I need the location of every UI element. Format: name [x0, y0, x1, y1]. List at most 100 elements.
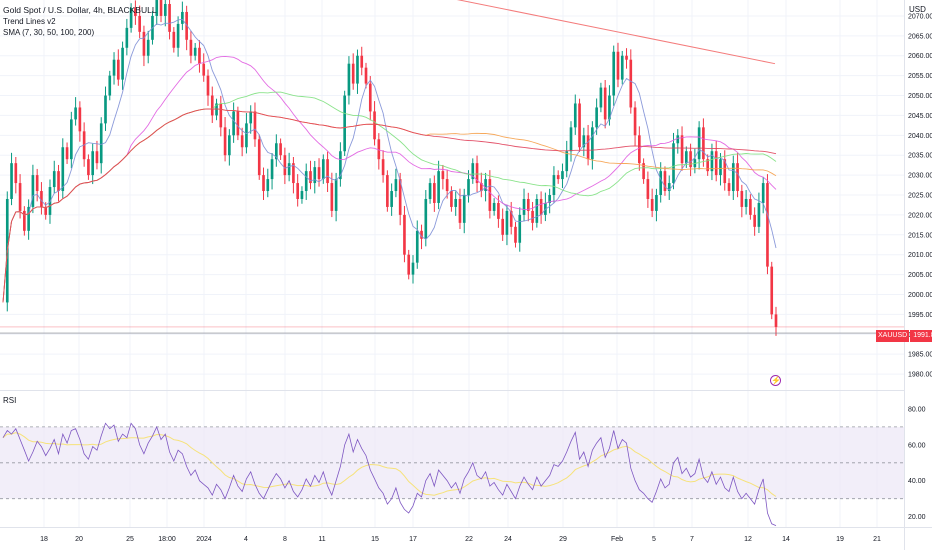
candle-body: [70, 119, 73, 160]
candle-body: [697, 127, 701, 160]
y-tick-label: 2025.00: [908, 193, 932, 200]
candle-body: [740, 191, 744, 207]
candle-body: [582, 135, 586, 148]
candle-body: [283, 155, 287, 176]
symbol-title[interactable]: Gold Spot / U.S. Dollar, 4h, BLACKBULL: [3, 5, 157, 15]
candle-body: [317, 167, 321, 180]
y-tick-label: 2070.00: [908, 13, 932, 20]
candle-body: [531, 210, 534, 223]
candle-body: [35, 175, 39, 192]
candle-body: [129, 7, 133, 28]
candle-body: [467, 179, 470, 195]
candle-body: [766, 183, 769, 267]
candle-body: [616, 51, 620, 80]
y-tick-label: 1985.00: [908, 352, 932, 359]
candle-body: [441, 171, 445, 180]
candle-body: [360, 55, 364, 68]
candle-body: [61, 147, 65, 192]
rsi-line: [2, 422, 777, 526]
candle-body: [629, 59, 633, 108]
candle-body: [736, 163, 739, 192]
candle-body: [31, 175, 35, 207]
candle-body: [403, 214, 406, 255]
price-tag: XAUUSD 1991.85: [876, 330, 932, 342]
y-tick-label: 1980.00: [908, 372, 932, 379]
rsi-label[interactable]: RSI: [3, 396, 17, 405]
candle-body: [394, 179, 398, 192]
y-tick-label: 2040.00: [908, 133, 932, 140]
candle-body: [428, 183, 432, 199]
y-tick-label: 2000.00: [908, 292, 932, 299]
indicator-trend-lines[interactable]: Trend Lines v2: [3, 17, 56, 26]
candle-body: [99, 123, 103, 164]
candle-body: [620, 55, 624, 80]
candle-body: [116, 59, 120, 80]
x-tick-label: Feb: [611, 536, 623, 543]
sma-7-line: [2, 18, 777, 303]
candle-body: [377, 139, 381, 160]
candle-body: [535, 198, 539, 223]
candle-body: [433, 183, 436, 203]
candle-body: [18, 183, 22, 211]
candle-body: [134, 7, 137, 16]
sma-50-line: [2, 91, 777, 303]
candle-body: [415, 230, 419, 263]
candle-body: [159, 0, 163, 16]
y-tick-label: 2065.00: [908, 33, 932, 40]
candle-body: [646, 179, 650, 199]
candle-body: [343, 95, 346, 152]
candle-body: [121, 47, 124, 80]
candle-body: [599, 87, 603, 108]
candle-body: [680, 135, 684, 164]
x-tick-label: 8: [283, 536, 287, 543]
sma-100-line: [2, 108, 777, 303]
candle-body: [505, 210, 509, 235]
candle-body: [146, 39, 150, 56]
lightning-alert-icon[interactable]: ⚡: [770, 375, 781, 386]
candle-body: [95, 151, 99, 164]
candle-body: [240, 135, 244, 148]
candle-body: [475, 163, 479, 184]
candle-body: [236, 111, 240, 136]
candle-body: [612, 51, 616, 96]
candle-body: [245, 123, 248, 148]
candle-body: [104, 95, 107, 124]
candle-body: [424, 198, 428, 239]
x-tick-label: 29: [559, 536, 567, 543]
candle-body: [142, 31, 146, 56]
price-tag-value: 1991.85: [910, 330, 932, 342]
candle-body: [232, 111, 235, 136]
candle-body: [484, 179, 487, 192]
candle-body: [91, 151, 95, 176]
candle-body: [292, 163, 295, 184]
candle-body: [702, 127, 705, 160]
candle-body: [573, 103, 577, 128]
candle-body: [633, 107, 637, 136]
candle-body: [552, 175, 556, 195]
candle-body: [556, 175, 560, 180]
candle-body: [27, 206, 30, 231]
candle-body: [270, 159, 274, 180]
candle-body: [210, 95, 214, 116]
x-tick-label: 11: [318, 536, 325, 543]
overlays: [0, 0, 904, 526]
candle-body: [14, 163, 18, 184]
candle-body: [351, 63, 355, 84]
candle-body: [522, 198, 526, 215]
candle-body: [330, 183, 334, 211]
candle-body: [689, 151, 692, 168]
candle-body: [313, 167, 317, 184]
currency-label[interactable]: USD: [909, 5, 926, 14]
candle-body: [407, 254, 411, 275]
indicator-sma[interactable]: SMA (7, 30, 50, 100, 200): [3, 28, 95, 37]
candle-body: [518, 214, 522, 243]
x-tick-label: 24: [504, 536, 512, 543]
candle-body: [326, 159, 329, 184]
candle-body: [321, 159, 325, 180]
trend-line: [456, 0, 776, 65]
y-tick-label: 1995.00: [908, 312, 932, 319]
candle-body: [373, 111, 376, 140]
candle-body: [193, 47, 197, 56]
candle-body: [65, 147, 69, 160]
